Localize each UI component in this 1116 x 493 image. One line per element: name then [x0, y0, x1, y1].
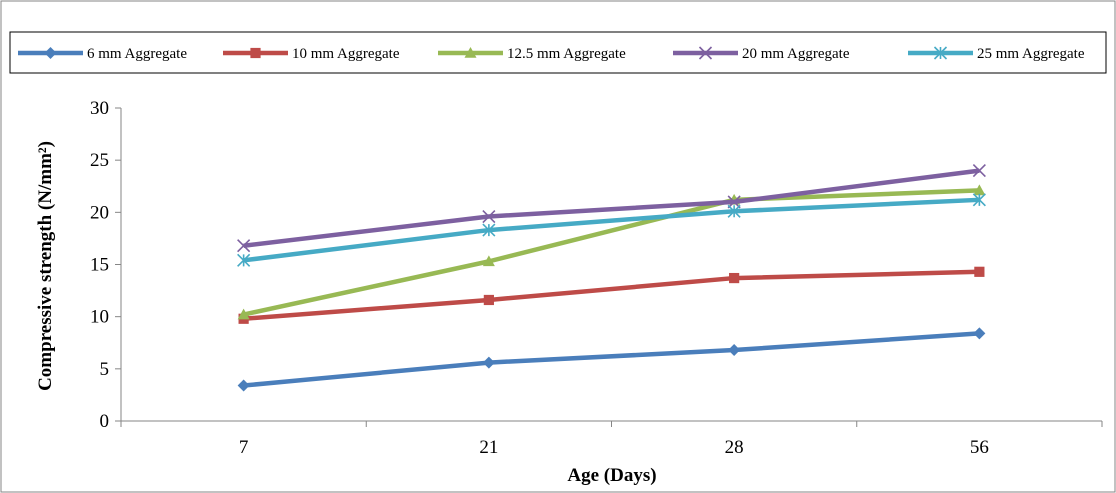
- data-point: [729, 272, 740, 284]
- data-point: [237, 379, 250, 392]
- legend-label: 12.5 mm Aggregate: [507, 46, 626, 62]
- legend-marker: [250, 47, 261, 59]
- series-line: [243, 168, 980, 248]
- y-tick-label: 10: [90, 307, 109, 328]
- data-point: [483, 294, 494, 306]
- y-tick-label: 20: [90, 202, 109, 223]
- data-point: [728, 344, 741, 357]
- series-1: [237, 327, 986, 392]
- x-tick-label: 28: [725, 437, 744, 458]
- data-point: [237, 253, 251, 267]
- legend-item: 25 mm Aggregate: [908, 46, 1085, 62]
- y-tick-label: 15: [90, 255, 109, 276]
- data-point: [482, 223, 496, 237]
- data-point: [482, 255, 495, 267]
- legend-label: 20 mm Aggregate: [742, 46, 850, 62]
- series-3: [237, 184, 986, 320]
- data-point: [237, 239, 251, 253]
- data-point: [972, 193, 986, 207]
- legend-item: 10 mm Aggregate: [223, 46, 400, 62]
- data-point: [482, 356, 495, 369]
- legend-marker: [464, 47, 477, 58]
- data-point: [973, 327, 986, 340]
- x-tick-label: 7: [239, 437, 249, 458]
- data-point: [237, 308, 250, 320]
- series-line: [243, 197, 980, 263]
- y-tick-label: 5: [100, 359, 110, 380]
- series-line: [243, 269, 980, 321]
- series-line: [243, 188, 980, 317]
- x-tick-label: 56: [970, 437, 989, 458]
- series-5: [237, 193, 986, 267]
- legend-item: 12.5 mm Aggregate: [438, 46, 626, 62]
- legend-label: 10 mm Aggregate: [292, 46, 400, 62]
- axes: 0 5 10 15 20 25 30 7 21 28 56: [90, 98, 1103, 458]
- legend-label: 6 mm Aggregate: [87, 46, 187, 62]
- x-axis-title: Age (Days): [567, 465, 656, 486]
- y-axis-title: Compressive strength (N/mm²): [35, 141, 56, 391]
- series-line: [243, 331, 980, 388]
- legend-marker: [698, 46, 713, 60]
- x-tick-label: 21: [479, 437, 498, 458]
- series-lines: [237, 164, 986, 392]
- legend-marker: [44, 47, 57, 59]
- legend-label: 25 mm Aggregate: [977, 46, 1085, 62]
- data-point: [972, 164, 986, 178]
- y-tick-label: 25: [90, 150, 109, 171]
- data-point: [727, 204, 741, 218]
- legend-marker: [933, 46, 948, 60]
- legend-item: 20 mm Aggregate: [673, 46, 850, 62]
- legend: 6 mm Aggregate 10 mm Aggregate 12.5 mm Agg…: [18, 46, 1085, 62]
- data-point: [727, 195, 741, 209]
- data-point: [973, 184, 986, 196]
- data-point: [974, 266, 985, 277]
- data-point: [482, 209, 496, 224]
- y-tick-label: 30: [90, 98, 109, 119]
- series-4: [237, 164, 986, 253]
- y-tick-label: 0: [100, 411, 110, 432]
- legend-item: 6 mm Aggregate: [18, 46, 187, 62]
